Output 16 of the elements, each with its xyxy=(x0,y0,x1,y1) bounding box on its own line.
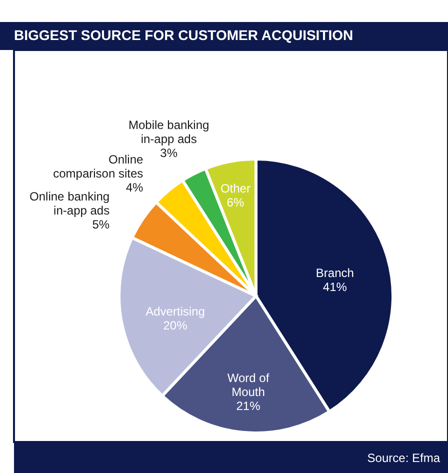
slice-label: Branch xyxy=(316,266,354,280)
chart-title: BIGGEST SOURCE FOR CUSTOMER ACQUISITION xyxy=(14,27,354,43)
slice-label: Online banking in-app ads xyxy=(30,190,110,218)
data-label: 4% xyxy=(126,180,144,195)
slice-label: Advertising xyxy=(146,304,205,318)
source-note: Source: Efma xyxy=(367,451,440,465)
slice-label: Word of Mouth xyxy=(227,370,270,399)
data-label: 6% xyxy=(226,195,244,210)
data-label: 3% xyxy=(160,146,178,160)
data-label: 20% xyxy=(163,318,188,332)
data-label: 5% xyxy=(92,218,110,232)
data-label: 41% xyxy=(322,280,348,294)
slice-label: Mobile banking in-app ads xyxy=(128,118,210,146)
slice-label: Other xyxy=(220,181,250,196)
data-label: 21% xyxy=(236,398,261,413)
slice-label: Online comparison sites xyxy=(53,152,144,181)
